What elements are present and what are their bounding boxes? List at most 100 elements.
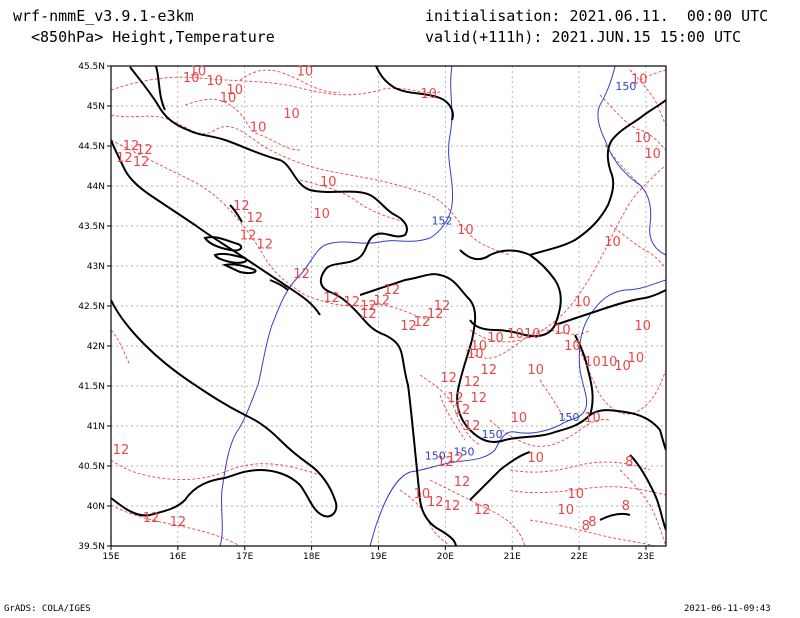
temperature-contour-label: 12 — [454, 475, 471, 490]
lat-tick-label: 42N — [87, 342, 105, 352]
temperature-contour-label: 10 — [297, 65, 314, 80]
temperature-contour-label: 10 — [457, 223, 474, 238]
init-label: initialisation: — [425, 7, 561, 25]
lat-tick-label: 45N — [87, 102, 105, 112]
temperature-contour-label: 12 — [427, 307, 444, 322]
lon-tick-label: 18E — [303, 552, 320, 562]
temperature-contour-label: 10 — [414, 487, 431, 502]
temperature-contour-label: 8 — [582, 519, 590, 534]
height-contour-label: 150 — [454, 446, 475, 459]
lat-tick-label: 41.5N — [78, 382, 105, 392]
temperature-contour-label: 10 — [644, 147, 661, 162]
init-time: initialisation: 2021.06.11. 00:00 UTC — [425, 7, 768, 25]
temperature-contour-label: 10 — [206, 74, 223, 89]
temperature-contour-label: 12 — [440, 371, 457, 386]
height-contour-label: 150 — [425, 450, 446, 463]
lat-tick-label: 43.5N — [78, 222, 105, 232]
temperature-contour-label: 12 — [233, 199, 250, 214]
lat-tick-label: 44.5N — [78, 142, 105, 152]
temperature-contour-label: 12 — [360, 307, 377, 322]
temperature-contour-label: 10 — [631, 73, 648, 88]
temperature-contour-label: 10 — [564, 339, 581, 354]
temperature-contours — [111, 69, 666, 546]
temperature-contour-label: 12 — [136, 143, 153, 158]
coastlines-borders — [111, 66, 666, 546]
temperature-contour-label: 10 — [567, 487, 584, 502]
temperature-contour-label: 12 — [170, 515, 187, 530]
temperature-contour-label: 10 — [574, 295, 591, 310]
lon-tick-label: 20E — [437, 552, 454, 562]
lat-tick-label: 40N — [87, 502, 105, 512]
temperature-contour-label: 10 — [527, 451, 544, 466]
temperature-contour-label: 10 — [467, 347, 484, 362]
temperature-contour-label: 12 — [414, 315, 431, 330]
temperature-contour-label: 12 — [434, 299, 451, 314]
temperature-contour-label: 12 — [343, 295, 360, 310]
temperature-contour-label: 10 — [614, 359, 631, 374]
islands — [203, 204, 289, 291]
lat-tick-label: 41N — [87, 422, 105, 432]
init-value: 2021.06.11. 00:00 UTC — [569, 7, 769, 25]
temperature-contour-label: 12 — [113, 443, 130, 458]
lon-tick-label: 19E — [370, 552, 387, 562]
lon-tick-label: 21E — [504, 552, 521, 562]
footer-timestamp: 2021-06-11-09:43 — [684, 604, 771, 614]
temperature-contour-label: 10 — [554, 323, 571, 338]
lat-tick-label: 39.5N — [78, 542, 105, 552]
temperature-contour-label: 12 — [123, 139, 140, 154]
temperature-contour-label: 8 — [622, 499, 630, 514]
temperature-contour-label: 10 — [183, 71, 200, 86]
temperature-contour-label: 12 — [257, 237, 274, 252]
height-contour-label: 150 — [615, 80, 636, 93]
temperature-contour-label: 12 — [444, 499, 461, 514]
lat-tick-label: 40.5N — [78, 462, 105, 472]
temperature-contour-label: 10 — [628, 351, 645, 366]
temperature-contour-label: 12 — [116, 151, 133, 166]
temperature-contour-label: 12 — [470, 391, 487, 406]
lon-tick-label: 15E — [102, 552, 119, 562]
temperature-contour-label: 12 — [323, 291, 340, 306]
temperature-contour-label: 8 — [625, 455, 633, 470]
lon-tick-label: 16E — [169, 552, 186, 562]
height-contour-label: 150 — [559, 411, 580, 424]
field-title: <850hPa> Height,Temperature — [31, 28, 275, 46]
lat-tick-label: 42.5N — [78, 302, 105, 312]
temperature-contour-label: 10 — [634, 131, 651, 146]
temperature-contour-label: 10 — [557, 503, 574, 518]
temperature-contour-label: 10 — [283, 107, 300, 122]
temperature-contour-label: 12 — [447, 451, 464, 466]
temperature-contour-label: 10 — [226, 83, 243, 98]
temperature-contour-label: 10 — [250, 121, 267, 136]
temperature-contour-label: 12 — [143, 511, 160, 526]
height-contour-label: 152 — [431, 214, 452, 227]
temperature-contour-label: 12 — [464, 419, 481, 434]
temperature-contour-label: 10 — [584, 355, 601, 370]
valid-value: 2021.JUN.15 15:00 UTC — [551, 28, 742, 46]
lon-tick-label: 22E — [571, 552, 588, 562]
temperature-contour-label: 12 — [360, 299, 377, 314]
temperature-contour-label: 12 — [246, 211, 263, 226]
temperature-contour-label: 12 — [400, 319, 417, 334]
valid-label: valid(+111h): — [425, 28, 543, 46]
model-title: wrf-nmmE_v3.9.1-e3km — [13, 7, 194, 25]
temperature-contour-label: 12 — [293, 267, 310, 282]
height-labels: 150 152 150 150 150 150 — [425, 80, 637, 463]
temperature-contour-label: 12 — [437, 455, 454, 470]
valid-time: valid(+111h): 2021.JUN.15 15:00 UTC — [425, 28, 741, 46]
temperature-contour-label: 10 — [190, 65, 207, 80]
graticule — [110, 65, 666, 547]
temperature-contour-label: 10 — [524, 327, 541, 342]
temperature-contour-label: 10 — [487, 331, 504, 346]
temperature-contour-label: 12 — [133, 155, 150, 170]
temperature-contour-label: 12 — [240, 229, 257, 244]
temperature-contour-label: 12 — [481, 363, 498, 378]
temperature-contour-label: 12 — [454, 403, 471, 418]
temperature-contour-label: 10 — [601, 355, 618, 370]
temperature-contour-label: 8 — [588, 515, 596, 530]
temperature-contour-label: 12 — [374, 293, 391, 308]
temperature-contour-label: 10 — [220, 91, 237, 106]
temperature-contour-label: 12 — [447, 391, 464, 406]
lat-tick-label: 44N — [87, 182, 105, 192]
axis-ticks: 15E 16E 17E 18E 19E 20E 21E 22E 23E 39.5N 40N 40.5N… — [78, 62, 655, 562]
